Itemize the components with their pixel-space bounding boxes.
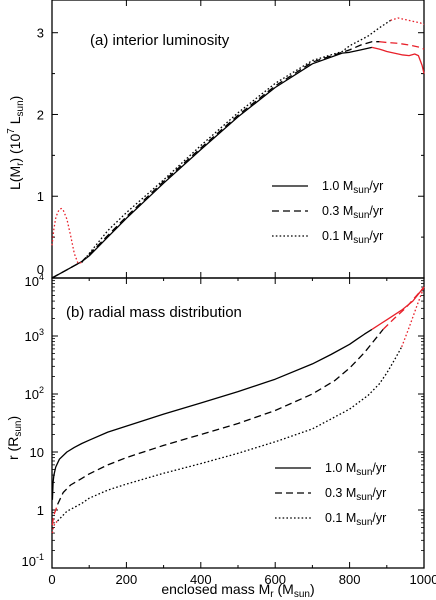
- panel-b-xlabel-sub: r: [270, 589, 274, 600]
- panel-b-legend-label-main: 1.0 M: [325, 461, 356, 475]
- panel-b-ylabel-sub: sun: [13, 421, 24, 437]
- panel-b-xtick-label: 200: [116, 572, 138, 587]
- panel-b-legend-label-end: /yr: [372, 461, 386, 475]
- panel-a-legend-label: 0.3 Msun/yr: [322, 204, 383, 221]
- panel-a-ylabel-mid: ) (10: [7, 134, 23, 163]
- panel-a-legend: 1.0 Msun/yr0.3 Msun/yr0.1 Msun/yr: [272, 179, 383, 246]
- panel-a-ytick-label: 1: [37, 189, 44, 204]
- panel-b-xtick-label: 400: [190, 572, 212, 587]
- panel-a-series-line: [81, 19, 391, 263]
- panel-b-series-line: [51, 520, 59, 534]
- panel-b-legend-label-main: 0.1 M: [325, 511, 356, 525]
- panel-b-legend-label: 0.3 Msun/yr: [325, 486, 386, 503]
- panel-a-ytick-label: 3: [37, 26, 44, 41]
- panel-b-series-line: [51, 504, 59, 526]
- panel-b-series-line: [51, 328, 373, 500]
- panel-a-legend-label-main: 1.0 M: [322, 179, 353, 193]
- panel-b-legend-label-sub: sun: [356, 492, 372, 503]
- panel-b-series-line: [401, 286, 425, 348]
- panel-a-interior-luminosity: 0 1 2 3 (a) interior luminosity L(Mr) (107 …: [6, 0, 425, 279]
- panel-b-ytick-label: 103: [25, 327, 44, 344]
- panel-b-ytick-label: 10: [30, 445, 44, 460]
- panel-a-series: [51, 17, 425, 279]
- panel-b-xtick-label: 600: [264, 572, 286, 587]
- panel-b-ytick-exponent: 3: [39, 327, 44, 337]
- panel-b-ylabel-main: r (R: [5, 437, 21, 460]
- panel-b-title: (b) radial mass distribution: [66, 304, 242, 321]
- panel-b-series-line: [371, 286, 425, 330]
- panel-a-legend-label-sub: sun: [353, 235, 369, 246]
- panel-b-xlabel-main: enclosed mass M: [161, 581, 270, 597]
- panel-a-series-line: [390, 17, 425, 26]
- panel-a-series-line: [51, 41, 380, 279]
- panel-a-legend-label-sub: sun: [353, 185, 369, 196]
- panel-a-legend-label-main: 0.1 M: [322, 229, 353, 243]
- panel-a-ylabel-unit-main: L: [7, 116, 23, 128]
- panel-b-ytick-exponent: 2: [39, 385, 44, 395]
- panel-b-ytick-exponent: 4: [39, 272, 44, 282]
- panel-a-ytick-label: 2: [37, 107, 44, 122]
- panel-b-legend-label-end: /yr: [372, 511, 386, 525]
- panel-b-x-ticks: 0 200 400 600 800 1000: [48, 278, 436, 587]
- panel-b-ytick-label: 104: [25, 272, 44, 289]
- panel-b-series: [51, 286, 425, 534]
- panel-b-y-axis-label: r (Rsun): [5, 416, 24, 460]
- panel-a-legend-label: 1.0 Msun/yr: [322, 179, 383, 196]
- panel-b-ytick-exponent: -1: [36, 552, 44, 562]
- panel-b-legend-label-main: 0.3 M: [325, 486, 356, 500]
- panel-a-ylabel-sup: 7: [6, 128, 17, 134]
- panel-b-series-line: [57, 328, 384, 505]
- panel-b-xtick-label: 800: [339, 572, 361, 587]
- panel-b-ytick-label: 102: [25, 385, 44, 402]
- panel-b-ytick-base: 10: [22, 554, 36, 569]
- panel-a-ylabel-unit-sub: sun: [15, 100, 26, 116]
- panel-a-title: (a) interior luminosity: [90, 32, 230, 49]
- panel-a-y-axis-label: L(Mr) (107 Lsun): [6, 96, 26, 190]
- panel-b-legend-label-end: /yr: [372, 486, 386, 500]
- panel-b-legend-label: 1.0 Msun/yr: [325, 461, 386, 478]
- panel-b-series-line: [57, 346, 403, 522]
- panel-a-series-line: [51, 207, 82, 264]
- panel-b-xlabel-end: ): [310, 581, 315, 597]
- panel-b-x-axis-label: enclosed mass Mr (Msun): [161, 581, 314, 600]
- panel-b-ytick-base: 10: [25, 387, 39, 402]
- panel-b-ytick-base: 10: [25, 329, 39, 344]
- panel-a-ylabel-main: L(M: [7, 166, 23, 190]
- panel-b-xlabel-mid: (M: [274, 581, 294, 597]
- panel-b-legend-label-sub: sun: [356, 467, 372, 478]
- panel-a-legend-label-end: /yr: [369, 204, 383, 218]
- panel-a-legend-label-end: /yr: [369, 229, 383, 243]
- panel-b-ytick-label: 1: [37, 503, 44, 518]
- panel-b-ytick-label: 10-1: [22, 552, 44, 569]
- panel-b-legend: 1.0 Msun/yr0.3 Msun/yr0.1 Msun/yr: [275, 461, 386, 528]
- panel-b-ylabel-end: ): [5, 416, 21, 421]
- panel-b-xtick-label: 0: [48, 572, 55, 587]
- panel-b-xtick-label: 1000: [410, 572, 436, 587]
- panel-a-ytick-label: 0: [37, 262, 44, 277]
- panel-b-legend-label-sub: sun: [356, 517, 372, 528]
- panel-a-legend-label-main: 0.3 M: [322, 204, 353, 218]
- panel-a-ylabel-sub: r: [15, 162, 26, 166]
- panel-a-series-line: [379, 41, 425, 50]
- panel-b-legend-label: 0.1 Msun/yr: [325, 511, 386, 528]
- panel-a-legend-label-sub: sun: [353, 210, 369, 221]
- panel-b-ytick-base: 10: [30, 445, 44, 460]
- panel-a-legend-label-end: /yr: [369, 179, 383, 193]
- panel-b-ytick-base: 10: [25, 274, 39, 289]
- panel-b-xlabel-unit-sub: sun: [294, 589, 310, 600]
- panel-a-y-ticks: 0 1 2 3: [37, 0, 425, 279]
- panel-a-series-line: [371, 46, 425, 74]
- panel-a-legend-label: 0.1 Msun/yr: [322, 229, 383, 246]
- panel-a-ylabel-end: ): [7, 96, 23, 101]
- panel-b-ytick-base: 1: [37, 503, 44, 518]
